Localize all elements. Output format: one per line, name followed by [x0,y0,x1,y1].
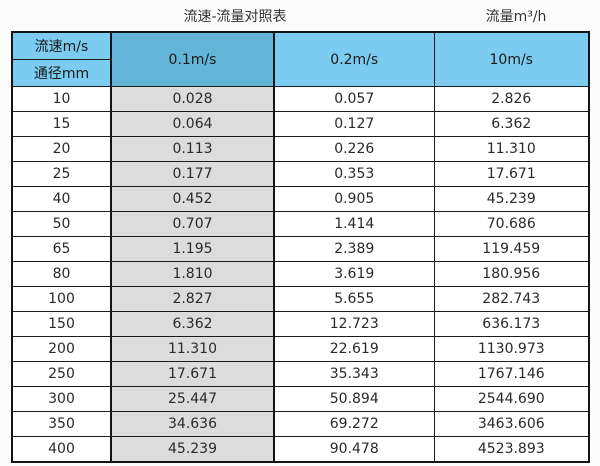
table-row: 400 45.239 90.478 4523.893 [11,436,590,463]
diameter-cell: 150 [11,311,112,337]
flow-value-cell: 0.127 [273,111,435,137]
flow-value-cell: 119.459 [433,236,590,262]
diameter-cell: 200 [11,336,112,362]
flow-value-cell: 1.414 [273,211,435,237]
flow-value-cell: 3.619 [273,261,435,287]
diameter-cell: 300 [11,386,112,412]
table-row: 40 0.452 0.905 45.239 [11,186,590,212]
flow-unit-title: 流量m³/h [485,9,547,25]
diameter-cell: 100 [11,286,112,312]
diameter-cell: 400 [11,436,112,463]
column-header-10mps: 10m/s [433,31,590,87]
flow-value-cell: 636.173 [433,311,590,337]
flow-value-cell: 0.028 [110,86,275,112]
flow-value-cell: 1130.973 [433,336,590,362]
flow-value-cell: 50.894 [273,386,435,412]
table-row: 50 0.707 1.414 70.686 [11,211,590,237]
table-row: 100 2.827 5.655 282.743 [11,286,590,312]
diameter-header-cell: 通径mm [11,59,112,87]
diameter-cell: 65 [11,236,112,262]
column-header-0-2mps: 0.2m/s [273,31,435,87]
diameter-cell: 50 [11,211,112,237]
flow-value-cell: 6.362 [110,311,275,337]
diameter-cell: 10 [11,86,112,112]
table-row: 300 25.447 50.894 2544.690 [11,386,590,412]
flow-value-cell: 6.362 [433,111,590,137]
flow-value-cell: 2544.690 [433,386,590,412]
flow-value-cell: 45.239 [433,186,590,212]
flow-value-cell: 45.239 [110,436,275,463]
table-row: 150 6.362 12.723 636.173 [11,311,590,337]
table-row: 200 11.310 22.619 1130.973 [11,336,590,362]
table-row: 20 0.113 0.226 11.310 [11,136,590,162]
flow-value-cell: 11.310 [433,136,590,162]
flow-value-cell: 2.826 [433,86,590,112]
flow-value-cell: 1767.146 [433,361,590,387]
table-row: 15 0.064 0.127 6.362 [11,111,590,137]
diameter-cell: 80 [11,261,112,287]
flow-value-cell: 0.452 [110,186,275,212]
flow-rate-table: 流速m/s 0.1m/s 0.2m/s 10m/s 通径mm 10 0.028 0.… [11,31,590,463]
table-title: 流速-流量对照表 [183,9,287,25]
diameter-cell: 350 [11,411,112,437]
flow-value-cell: 282.743 [433,286,590,312]
flow-value-cell: 5.655 [273,286,435,312]
table-row: 25 0.177 0.353 17.671 [11,161,590,187]
table-row: 80 1.810 3.619 180.956 [11,261,590,287]
flow-value-cell: 2.389 [273,236,435,262]
column-header-0-1mps: 0.1m/s [110,31,275,87]
flow-value-cell: 3463.606 [433,411,590,437]
flow-value-cell: 0.353 [273,161,435,187]
velocity-header-cell: 流速m/s [11,31,112,60]
flow-value-cell: 22.619 [273,336,435,362]
table-row: 350 34.636 69.272 3463.606 [11,411,590,437]
table-body: 10 0.028 0.057 2.826 15 0.064 0.127 6.362 20 0.11… [11,86,590,463]
diameter-cell: 20 [11,136,112,162]
flow-value-cell: 25.447 [110,386,275,412]
flow-value-cell: 180.956 [433,261,590,287]
flow-value-cell: 0.064 [110,111,275,137]
flow-value-cell: 17.671 [433,161,590,187]
flow-value-cell: 0.113 [110,136,275,162]
diameter-cell: 40 [11,186,112,212]
flow-value-cell: 0.057 [273,86,435,112]
diameter-cell: 250 [11,361,112,387]
flow-value-cell: 35.343 [273,361,435,387]
flow-value-cell: 0.177 [110,161,275,187]
diameter-cell: 25 [11,161,112,187]
flow-value-cell: 17.671 [110,361,275,387]
flow-value-cell: 12.723 [273,311,435,337]
flow-value-cell: 90.478 [273,436,435,463]
flow-value-cell: 1.810 [110,261,275,287]
flow-value-cell: 4523.893 [433,436,590,463]
flow-value-cell: 0.905 [273,186,435,212]
table-row: 250 17.671 35.343 1767.146 [11,361,590,387]
flow-value-cell: 69.272 [273,411,435,437]
table-row: 10 0.028 0.057 2.826 [11,86,590,112]
flow-value-cell: 11.310 [110,336,275,362]
flow-value-cell: 70.686 [433,211,590,237]
table-row: 65 1.195 2.389 119.459 [11,236,590,262]
flow-value-cell: 0.707 [110,211,275,237]
flow-value-cell: 2.827 [110,286,275,312]
flow-value-cell: 1.195 [110,236,275,262]
table-header: 流速m/s 0.1m/s 0.2m/s 10m/s 通径mm [11,31,590,87]
flow-value-cell: 34.636 [110,411,275,437]
diameter-cell: 15 [11,111,112,137]
flow-value-cell: 0.226 [273,136,435,162]
